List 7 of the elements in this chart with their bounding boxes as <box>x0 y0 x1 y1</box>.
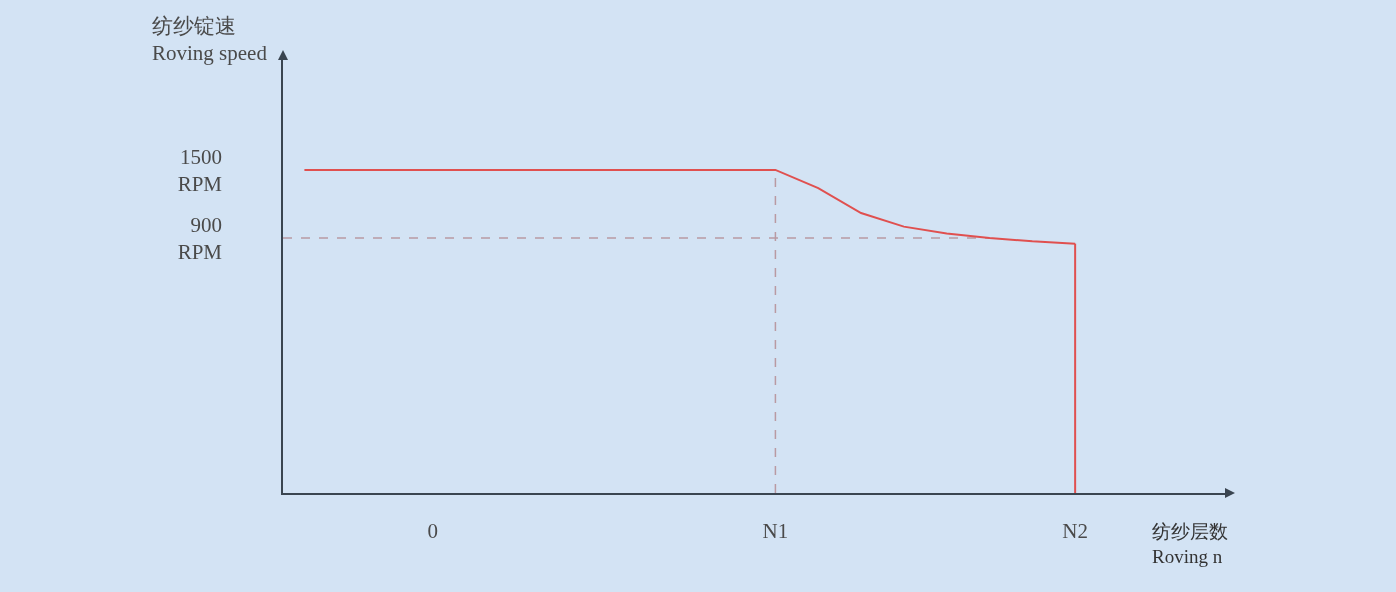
x-tick-label: 0 <box>427 518 439 543</box>
x-tick-label: N2 <box>1062 518 1088 543</box>
y-tick-label: 1500 RPM <box>177 144 223 196</box>
y-tick-label: 900 RPM <box>177 212 223 264</box>
x-axis-title: 纺纱层数 Roving n <box>1152 521 1228 567</box>
x-tick-label: N1 <box>762 518 789 543</box>
y-axis-title: 纺纱锭速 Roving speed <box>152 14 268 66</box>
